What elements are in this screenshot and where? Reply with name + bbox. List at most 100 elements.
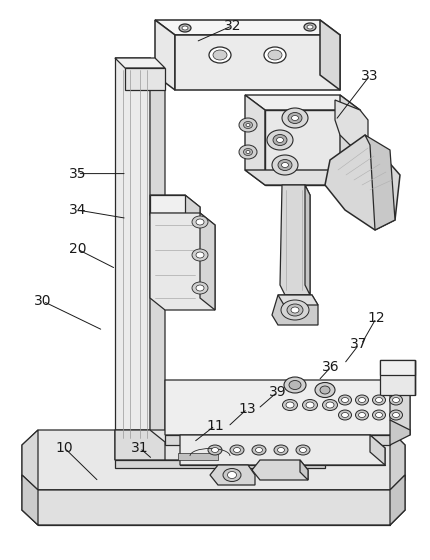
- Polygon shape: [125, 68, 165, 90]
- Polygon shape: [22, 475, 405, 495]
- Ellipse shape: [239, 145, 257, 159]
- Ellipse shape: [264, 47, 286, 63]
- Polygon shape: [380, 360, 415, 395]
- Polygon shape: [365, 135, 395, 230]
- Ellipse shape: [282, 108, 308, 128]
- Ellipse shape: [390, 395, 402, 405]
- Ellipse shape: [372, 395, 386, 405]
- Ellipse shape: [289, 380, 301, 390]
- Polygon shape: [115, 58, 165, 68]
- Ellipse shape: [246, 124, 250, 127]
- Text: 11: 11: [206, 419, 224, 433]
- Ellipse shape: [283, 399, 298, 410]
- Polygon shape: [245, 170, 360, 185]
- Polygon shape: [252, 460, 308, 480]
- Polygon shape: [115, 430, 325, 460]
- Ellipse shape: [393, 413, 399, 418]
- Ellipse shape: [372, 410, 386, 420]
- Ellipse shape: [375, 413, 383, 418]
- Ellipse shape: [272, 155, 298, 175]
- Polygon shape: [22, 430, 38, 490]
- Polygon shape: [245, 95, 265, 185]
- Polygon shape: [115, 58, 150, 440]
- Text: 13: 13: [239, 402, 256, 416]
- Polygon shape: [200, 213, 215, 310]
- Polygon shape: [22, 430, 405, 490]
- Polygon shape: [272, 295, 318, 325]
- Polygon shape: [150, 195, 200, 225]
- Ellipse shape: [356, 395, 369, 405]
- Text: 20: 20: [69, 242, 86, 256]
- Polygon shape: [278, 295, 318, 305]
- Ellipse shape: [212, 447, 218, 452]
- Ellipse shape: [338, 395, 351, 405]
- Polygon shape: [340, 95, 360, 185]
- Ellipse shape: [246, 151, 250, 153]
- Ellipse shape: [288, 113, 302, 124]
- Ellipse shape: [286, 402, 294, 408]
- Ellipse shape: [268, 50, 282, 60]
- Ellipse shape: [281, 300, 309, 320]
- Ellipse shape: [192, 216, 208, 228]
- Text: 30: 30: [34, 295, 52, 309]
- Polygon shape: [165, 435, 390, 445]
- Text: 35: 35: [69, 167, 86, 181]
- Ellipse shape: [390, 410, 402, 420]
- Polygon shape: [150, 195, 185, 213]
- Polygon shape: [22, 475, 405, 525]
- Ellipse shape: [192, 282, 208, 294]
- Ellipse shape: [230, 445, 244, 455]
- Polygon shape: [390, 420, 410, 445]
- Ellipse shape: [209, 47, 231, 63]
- Ellipse shape: [213, 50, 227, 60]
- Polygon shape: [180, 435, 385, 465]
- Ellipse shape: [276, 138, 283, 142]
- Ellipse shape: [179, 24, 191, 32]
- Ellipse shape: [393, 398, 399, 403]
- Polygon shape: [390, 380, 410, 435]
- Ellipse shape: [296, 445, 310, 455]
- Text: 37: 37: [350, 337, 368, 352]
- Ellipse shape: [307, 25, 313, 29]
- Text: 12: 12: [368, 311, 385, 325]
- Ellipse shape: [326, 402, 334, 408]
- Ellipse shape: [306, 402, 314, 408]
- Polygon shape: [175, 35, 340, 90]
- Ellipse shape: [302, 399, 317, 410]
- Ellipse shape: [359, 398, 366, 403]
- Polygon shape: [280, 185, 310, 295]
- Polygon shape: [115, 460, 325, 468]
- Ellipse shape: [320, 386, 330, 394]
- Ellipse shape: [252, 445, 266, 455]
- Ellipse shape: [273, 134, 287, 146]
- Ellipse shape: [304, 23, 316, 31]
- Polygon shape: [370, 435, 385, 465]
- Polygon shape: [115, 58, 165, 68]
- Polygon shape: [178, 453, 218, 460]
- Ellipse shape: [282, 162, 289, 167]
- Polygon shape: [155, 20, 175, 90]
- Polygon shape: [320, 20, 340, 90]
- Ellipse shape: [182, 26, 188, 30]
- Polygon shape: [115, 430, 165, 460]
- Ellipse shape: [375, 398, 383, 403]
- Polygon shape: [300, 460, 308, 480]
- Ellipse shape: [239, 118, 257, 132]
- Text: 31: 31: [131, 441, 148, 455]
- Polygon shape: [380, 360, 415, 375]
- Ellipse shape: [322, 399, 338, 410]
- Ellipse shape: [192, 249, 208, 261]
- Ellipse shape: [233, 447, 240, 452]
- Ellipse shape: [227, 472, 236, 478]
- Ellipse shape: [341, 398, 348, 403]
- Ellipse shape: [196, 219, 204, 225]
- Ellipse shape: [284, 377, 306, 393]
- Text: 39: 39: [269, 385, 286, 399]
- Polygon shape: [150, 213, 215, 310]
- Ellipse shape: [274, 445, 288, 455]
- Ellipse shape: [359, 413, 366, 418]
- Polygon shape: [155, 20, 340, 35]
- Ellipse shape: [208, 445, 222, 455]
- Polygon shape: [305, 185, 310, 295]
- Ellipse shape: [255, 447, 262, 452]
